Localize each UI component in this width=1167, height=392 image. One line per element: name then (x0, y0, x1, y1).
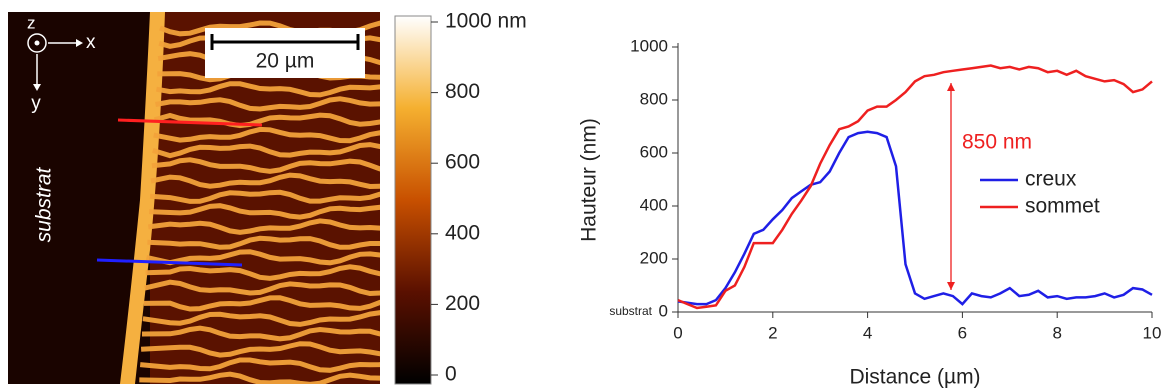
x-axis-label: Distance (µm) (849, 366, 980, 389)
legend-label: sommet (1025, 195, 1100, 218)
y-axis-label: Hauteur (nm) (578, 118, 601, 242)
series-line (677, 64, 1153, 310)
colorbar (394, 15, 432, 385)
stripe (144, 279, 380, 297)
x-tick-label: 6 (958, 323, 967, 342)
arrow-head (947, 83, 955, 91)
stripe (151, 157, 380, 174)
colorbar-tick-label: 600 (445, 151, 480, 174)
substrate-tick-note: substrat (609, 304, 652, 318)
x-tick-label: 2 (768, 323, 777, 342)
colorbar-tick-label: 800 (445, 80, 480, 103)
stripe (145, 264, 380, 281)
axis-z: z (27, 13, 36, 32)
x-tick-label: 4 (863, 323, 872, 342)
annotation: 850 nm (962, 131, 1032, 154)
substrate-label: substrat (33, 166, 56, 242)
colorbar-tick-label: 1000 nm (445, 10, 527, 33)
stripe (152, 142, 380, 159)
stripe (141, 325, 380, 342)
stripe (140, 341, 380, 358)
y-tick-label: 800 (640, 89, 668, 108)
stripe (142, 310, 380, 327)
stripe (155, 96, 380, 112)
x-tick-label: 10 (1143, 323, 1162, 342)
legend-label: creux (1025, 168, 1077, 191)
x-tick-label: 0 (673, 323, 682, 342)
stripe (150, 172, 380, 190)
stripe (147, 218, 380, 235)
stripe (149, 189, 380, 204)
stripe (147, 235, 380, 250)
stripe (149, 203, 380, 220)
colorbar-tick-label: 200 (445, 292, 480, 315)
y-tick-label: 1000 (630, 36, 668, 55)
axis-y: y (31, 93, 41, 114)
stripe (143, 295, 380, 312)
colorbar-tick-label: 400 (445, 221, 480, 244)
scale-bar-label: 20 µm (256, 50, 315, 73)
y-tick-label: 0 (659, 301, 668, 320)
arrow-head (947, 282, 955, 290)
stripe (139, 357, 380, 373)
stripe (153, 126, 380, 144)
stripe (153, 112, 380, 129)
series-line (677, 130, 1153, 306)
stripe (139, 371, 380, 384)
y-tick-label: 200 (640, 248, 668, 267)
image-overlay: 20 µm z x y substrat (27, 13, 365, 267)
colorbar-tick-label: 0 (445, 363, 457, 386)
axis-x: x (86, 32, 96, 53)
y-tick-label: 600 (640, 142, 668, 161)
y-tick-label: 400 (640, 195, 668, 214)
stripe (145, 249, 380, 266)
x-tick-label: 8 (1052, 323, 1061, 342)
substrate-edge (120, 12, 165, 384)
stripe (155, 81, 380, 98)
